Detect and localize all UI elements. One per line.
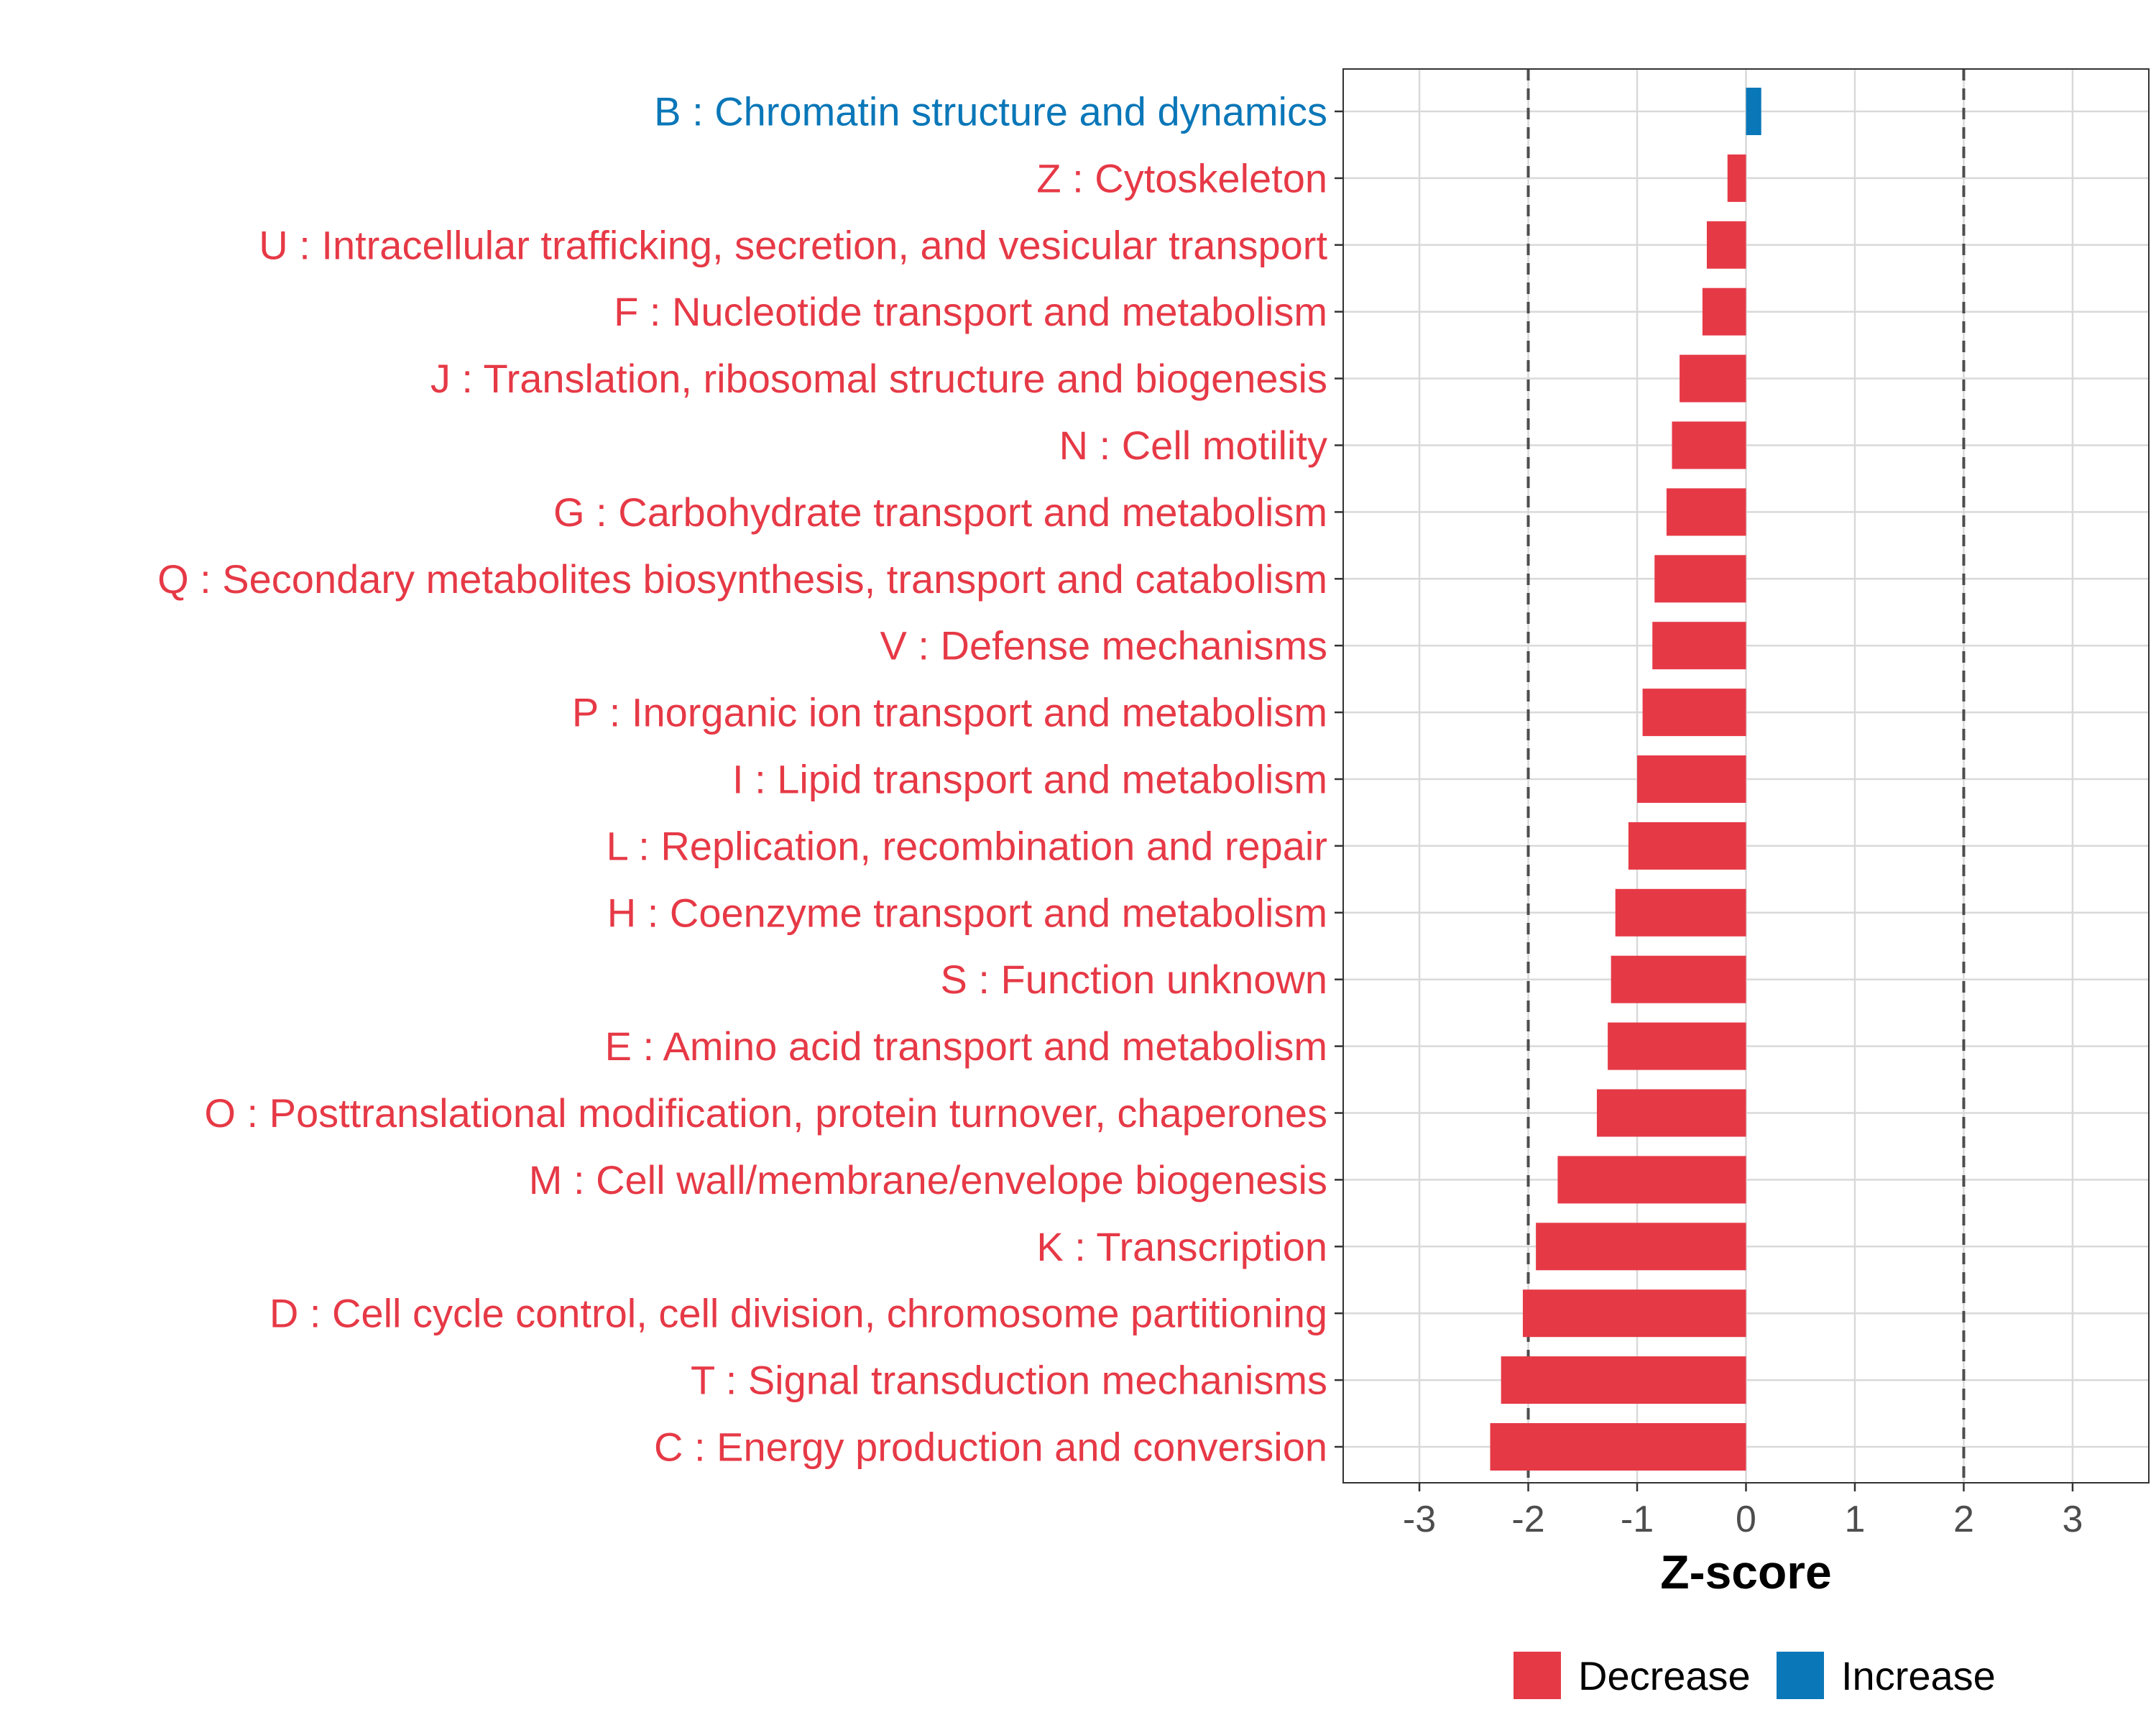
reference-lines: [1526, 69, 1966, 1483]
category-label: V : Defense mechanisms: [880, 623, 1327, 668]
legend: Decrease Increase: [1514, 1652, 1996, 1699]
category-label: I : Lipid transport and metabolism: [732, 757, 1327, 802]
bar-n: [1672, 421, 1746, 469]
bar-g: [1666, 488, 1746, 536]
category-label: Z : Cytoskeleton: [1036, 155, 1327, 201]
bar-m: [1557, 1156, 1746, 1204]
bar-q: [1654, 555, 1746, 603]
legend-swatch-decrease: [1514, 1652, 1561, 1699]
bar-j: [1680, 354, 1746, 402]
category-label: D : Cell cycle control, cell division, c…: [270, 1291, 1327, 1336]
x-tick-label: 1: [1845, 1499, 1866, 1540]
category-label: B : Chromatin structure and dynamics: [654, 89, 1327, 134]
category-label: N : Cell motility: [1059, 423, 1327, 468]
bar-o: [1596, 1089, 1746, 1137]
x-axis-ticks: [1418, 1483, 2074, 1491]
x-tick-label: -3: [1403, 1499, 1436, 1540]
bar-v: [1652, 622, 1746, 670]
legend-swatch-increase: [1777, 1652, 1824, 1699]
x-tick-label: -1: [1621, 1499, 1654, 1540]
category-label: E : Amino acid transport and metabolism: [605, 1024, 1327, 1069]
x-tick-label: 0: [1736, 1499, 1756, 1540]
bar-p: [1642, 689, 1746, 737]
category-label: Q : Secondary metabolites biosynthesis, …: [157, 556, 1327, 602]
x-axis-tick-labels: -3 -2 -1 0 1 2 3: [1403, 1499, 2083, 1540]
category-label: O : Posttranslational modification, prot…: [204, 1090, 1327, 1136]
category-label: F : Nucleotide transport and metabolism: [614, 289, 1327, 334]
x-tick-label: 2: [1953, 1499, 1974, 1540]
bar-f: [1702, 288, 1746, 336]
category-label: T : Signal transduction mechanisms: [691, 1358, 1327, 1403]
category-label: L : Replication, recombination and repai…: [607, 823, 1327, 868]
category-label: G : Carbohydrate transport and metabolis…: [553, 489, 1327, 535]
bars: [1490, 88, 1761, 1471]
category-label: S : Function unknown: [940, 957, 1327, 1002]
bar-z: [1727, 154, 1746, 202]
bar-c: [1490, 1423, 1746, 1471]
category-labels: B : Chromatin structure and dynamics Z : …: [157, 89, 1327, 1470]
bar-h: [1615, 888, 1746, 937]
bar-t: [1501, 1356, 1746, 1404]
category-label: C : Energy production and conversion: [654, 1425, 1327, 1470]
category-label: P : Inorganic ion transport and metaboli…: [572, 690, 1327, 735]
category-label: H : Coenzyme transport and metabolism: [607, 890, 1327, 935]
category-label: K : Transcription: [1036, 1224, 1327, 1269]
category-label: U : Intracellular trafficking, secretion…: [259, 222, 1327, 267]
bar-b: [1746, 88, 1761, 135]
y-axis-ticks: [1335, 110, 1343, 1448]
bar-u: [1706, 221, 1746, 269]
legend-label-decrease: Decrease: [1578, 1653, 1751, 1698]
category-label: M : Cell wall/membrane/envelope biogenes…: [529, 1157, 1327, 1202]
bar-l: [1628, 822, 1746, 870]
x-axis-title: Z-score: [1660, 1545, 1831, 1598]
bar-e: [1608, 1022, 1746, 1070]
bar-i: [1637, 755, 1746, 803]
category-label: J : Translation, ribosomal structure and…: [430, 356, 1327, 401]
legend-label-increase: Increase: [1841, 1653, 1996, 1698]
bar-s: [1611, 955, 1746, 1003]
bar-k: [1536, 1223, 1746, 1271]
bar-d: [1522, 1289, 1746, 1338]
x-tick-label: 3: [2062, 1499, 2083, 1540]
x-tick-label: -2: [1511, 1499, 1544, 1540]
